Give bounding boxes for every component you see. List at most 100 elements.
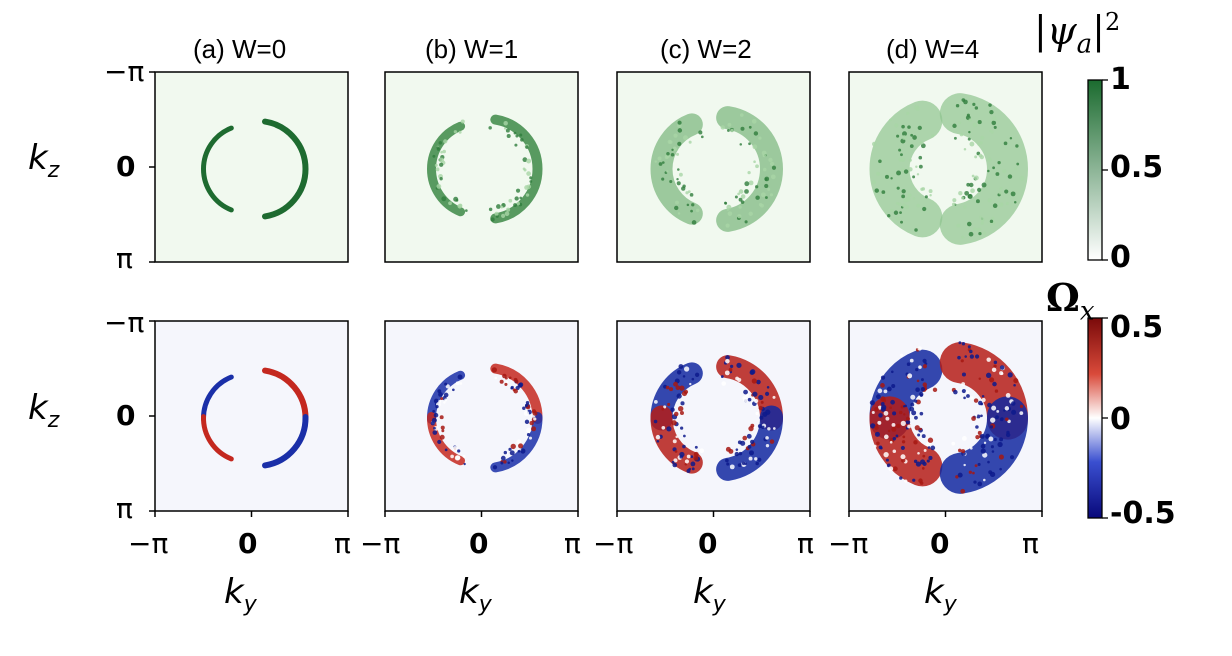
density-speckle-d — [895, 202, 899, 205]
curv-speckle-d — [917, 433, 921, 437]
density-speckle-c — [689, 193, 694, 197]
density-speckle-c — [738, 197, 743, 202]
curv-speckle-c — [666, 426, 672, 432]
density-speckle-d — [975, 199, 980, 204]
curv-speckle-d — [877, 388, 883, 394]
curv-speckle-d — [901, 440, 906, 444]
density-speckle-b — [513, 131, 517, 135]
density-speckle-d — [995, 172, 1000, 176]
density-speckle-c — [661, 161, 665, 164]
curv-speckle-d — [978, 400, 983, 406]
curv-speckle-c — [756, 379, 761, 385]
density-speckle-c — [740, 194, 746, 199]
density-speckle-d — [987, 169, 990, 173]
density-speckle-b — [514, 143, 518, 147]
density-speckle-b — [490, 217, 495, 222]
density-speckle-d — [978, 231, 982, 236]
panel-title-d: (d) W=4 — [886, 34, 980, 64]
curv-speckle-c — [688, 467, 691, 471]
density-speckle-b — [439, 157, 444, 163]
curv-speckle-d — [887, 429, 891, 433]
density-arc-left-a — [201, 125, 234, 213]
panel-frame-d-row1 — [848, 71, 1043, 263]
density-speckle-c — [700, 135, 704, 139]
curv-speckle-c — [661, 425, 666, 430]
colorbar-1 — [1087, 79, 1103, 261]
curv-speckle-b — [517, 449, 521, 453]
density-speckle-d — [903, 169, 909, 174]
density-speckle-b — [519, 133, 523, 137]
curv-speckle-d — [981, 397, 986, 403]
density-speckle-d — [992, 203, 998, 208]
curv-speckle-c — [673, 458, 678, 463]
curv-speckle-d — [972, 471, 975, 475]
density-speckle-b — [526, 158, 532, 164]
ytick-mid-row1: 0 — [116, 150, 136, 183]
density-speckle-c — [753, 131, 759, 136]
curv-speckle-c — [670, 407, 675, 412]
curv-speckle-c — [655, 434, 661, 440]
curv-speckle-c — [749, 450, 755, 456]
curv-speckle-b — [439, 415, 444, 420]
density-speckle-c — [654, 160, 657, 163]
curv-speckle-b — [508, 447, 512, 451]
density-speckle-d — [970, 188, 975, 194]
curv-speckle-d — [980, 414, 983, 418]
density-speckle-b — [457, 203, 463, 209]
density-speckle-d — [973, 175, 979, 181]
density-arc-right-a — [262, 118, 309, 220]
curv-speckle-b — [459, 382, 463, 385]
curv-speckle-d — [970, 396, 974, 400]
curv-speckle-d — [997, 441, 1003, 448]
curv-speckle-c — [691, 377, 695, 381]
cbar1-tick-1: 1 — [1110, 62, 1131, 97]
curv-speckle-d — [992, 381, 997, 387]
density-speckle-d — [871, 141, 877, 147]
curv-speckle-d — [876, 394, 881, 400]
density-speckle-d — [959, 132, 964, 137]
density-speckle-d — [958, 121, 962, 125]
curv-speckle-d — [987, 460, 990, 464]
curv-speckle-d — [919, 427, 923, 431]
curv-speckle-d — [958, 341, 962, 345]
curv-speckle-b — [457, 449, 461, 453]
curv-speckle-d — [993, 360, 998, 365]
colorbar-title-omega: Ωx — [1046, 275, 1095, 327]
cbar2-tick-0: 0 — [1110, 402, 1131, 437]
curv-speckle-c — [689, 382, 692, 386]
curv-speckle-b — [528, 436, 533, 440]
cbar1-tick-05: 0.5 — [1110, 150, 1164, 185]
curv-speckle-d — [994, 389, 999, 393]
curv-speckle-c — [736, 362, 742, 368]
density-arc-right-c — [716, 106, 783, 232]
density-speckle-d — [929, 193, 932, 197]
curv-speckle-b — [445, 384, 450, 389]
density-speckle-c — [755, 195, 760, 200]
density-speckle-c — [661, 177, 665, 181]
curv-speckle-d — [960, 488, 966, 494]
curv-speckle-d — [892, 436, 897, 441]
panel-frame-c-row1 — [616, 71, 811, 263]
curv-speckle-b — [457, 374, 463, 380]
curv-speckle-d — [886, 463, 891, 468]
density-speckle-b — [525, 193, 530, 197]
density-speckle-b — [522, 157, 528, 163]
curv-speckle-d — [886, 386, 892, 392]
curv-speckle-d — [883, 452, 889, 458]
curv-speckle-d — [928, 455, 933, 460]
density-speckle-b — [526, 171, 531, 176]
curv-speckle-d — [991, 450, 995, 453]
density-speckle-d — [973, 227, 977, 231]
density-speckle-d — [894, 123, 899, 128]
density-speckle-d — [1003, 141, 1008, 146]
curv-speckle-b — [499, 379, 504, 384]
curv-speckle-d — [1000, 372, 1004, 375]
density-speckle-c — [758, 202, 763, 207]
density-speckle-d — [907, 193, 912, 198]
density-speckle-b — [525, 145, 529, 149]
curv-speckle-d — [901, 458, 906, 463]
density-speckle-d — [914, 228, 918, 232]
curv-speckle-c — [743, 389, 748, 395]
curv-speckle-d — [900, 454, 906, 460]
